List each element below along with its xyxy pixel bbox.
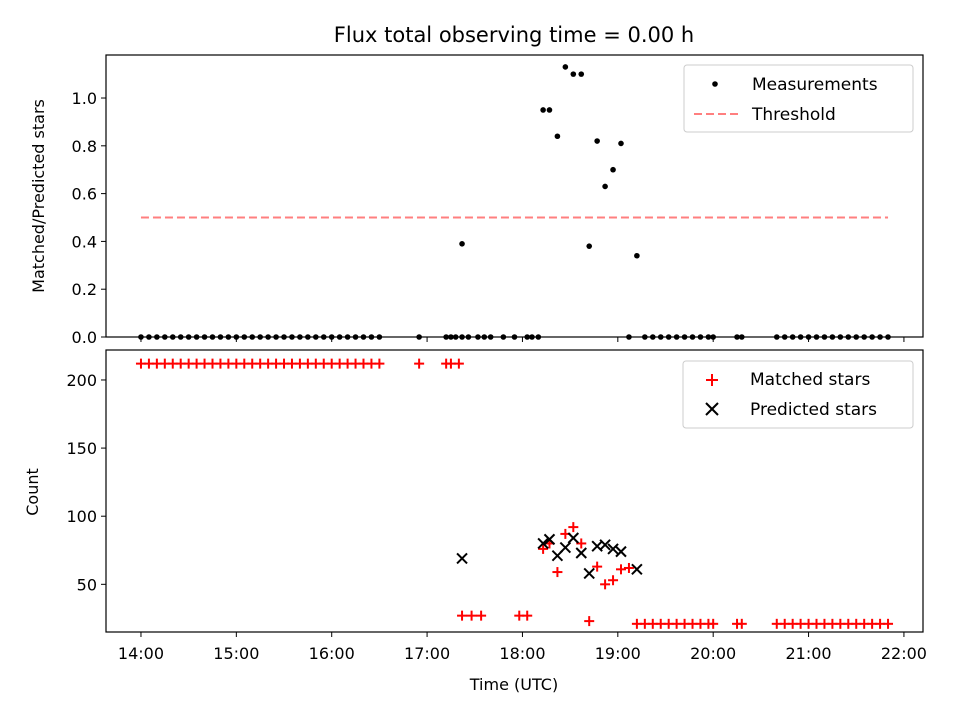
data-point — [615, 545, 627, 558]
x-tick-label: 22:00 — [881, 644, 927, 663]
top-legend-box — [683, 64, 914, 133]
y-tick-label: 150 — [66, 439, 97, 458]
top-legend: Measurements Threshold — [683, 64, 914, 133]
data-point — [592, 561, 603, 572]
y-tick-label: 0.6 — [72, 185, 97, 204]
data-point — [559, 541, 572, 554]
data-point — [607, 543, 619, 555]
data-point — [476, 610, 487, 621]
y-tick-label: 200 — [66, 371, 97, 390]
data-point — [459, 240, 465, 247]
legend-measurements-label: Measurements — [752, 75, 878, 95]
x-tick-label: 19:00 — [595, 644, 641, 663]
x-tick-label: 20:00 — [690, 644, 736, 663]
legend-matched-label: Matched stars — [750, 370, 870, 390]
y-tick-label: 1.0 — [72, 89, 97, 108]
data-point — [610, 166, 616, 173]
x-axis-label: Time (UTC) — [469, 675, 558, 694]
data-point — [562, 64, 569, 70]
data-point — [623, 562, 634, 573]
bottom-plot-area — [135, 358, 894, 629]
data-point — [538, 543, 549, 554]
bottom-axes-frame — [105, 349, 924, 633]
data-point — [414, 358, 425, 369]
data-point — [583, 567, 595, 580]
data-point — [554, 133, 561, 140]
legend-threshold-label: Threshold — [751, 105, 836, 125]
data-point — [594, 138, 600, 144]
data-point — [543, 533, 556, 546]
bottom-legend: Matched stars Predicted stars — [682, 360, 914, 429]
data-point — [552, 567, 563, 578]
bottom-legend-box — [682, 360, 914, 429]
x-tick-label: 15:00 — [213, 644, 259, 663]
data-point — [600, 579, 611, 590]
y-tick-label: 100 — [66, 507, 97, 526]
bottom-x-ticks: 14:00 15:00 16:00 17:00 18:00 19:00 20:00 21:00… — [118, 632, 927, 663]
data-point — [736, 618, 747, 629]
data-point — [634, 252, 640, 259]
data-point — [575, 547, 587, 559]
x-tick-label: 16:00 — [309, 644, 355, 663]
x-tick-label: 21:00 — [786, 644, 832, 663]
data-point — [546, 107, 553, 113]
data-point — [883, 618, 894, 629]
x-tick-label: 18:00 — [499, 644, 545, 663]
data-point — [457, 610, 468, 621]
x-tick-label: 14:00 — [118, 644, 164, 663]
data-point — [570, 71, 577, 77]
y-tick-label: 0.0 — [72, 328, 97, 347]
data-point — [602, 183, 608, 190]
top-y-axis-label: Matched/Predicted stars — [29, 99, 48, 293]
top-y-ticks: 0.0 0.2 0.4 0.6 0.8 1.0 — [72, 89, 106, 347]
data-point — [537, 537, 549, 550]
data-point — [578, 71, 585, 77]
data-point — [456, 552, 468, 565]
data-point — [631, 563, 643, 576]
data-point — [567, 532, 580, 544]
top-x-ticks — [140, 337, 905, 342]
y-tick-label: 0.2 — [72, 280, 97, 299]
legend-predicted-label: Predicted stars — [750, 400, 877, 420]
data-point — [584, 616, 595, 627]
data-point — [466, 610, 477, 621]
legend-predicted-marker — [705, 402, 719, 416]
data-point — [522, 610, 533, 621]
data-point — [586, 243, 593, 249]
series-matched-stars — [135, 358, 894, 629]
chart-title: Flux total observing time = 0.00 h — [334, 23, 694, 47]
data-point — [453, 358, 464, 369]
data-point — [374, 358, 385, 369]
y-tick-label: 0.8 — [72, 137, 97, 156]
top-axes-frame — [105, 54, 924, 338]
legend-measurements-marker — [712, 81, 718, 87]
data-point — [608, 575, 619, 586]
data-point — [540, 107, 546, 113]
data-point — [568, 522, 579, 533]
data-point — [576, 538, 587, 549]
series-predicted-stars — [456, 532, 643, 580]
y-tick-label: 50 — [77, 575, 97, 594]
data-point — [618, 140, 624, 147]
data-point — [599, 539, 611, 551]
legend-matched-marker — [706, 374, 718, 386]
y-tick-label: 0.4 — [72, 232, 97, 251]
top-panel: Flux total observing time = 0.00 h Match… — [29, 23, 924, 347]
x-tick-label: 17:00 — [404, 644, 450, 663]
data-point — [615, 564, 626, 575]
bottom-y-axis-label: Count — [23, 468, 42, 516]
bottom-y-ticks: 50 100 150 200 — [66, 371, 106, 594]
data-point — [708, 618, 719, 629]
